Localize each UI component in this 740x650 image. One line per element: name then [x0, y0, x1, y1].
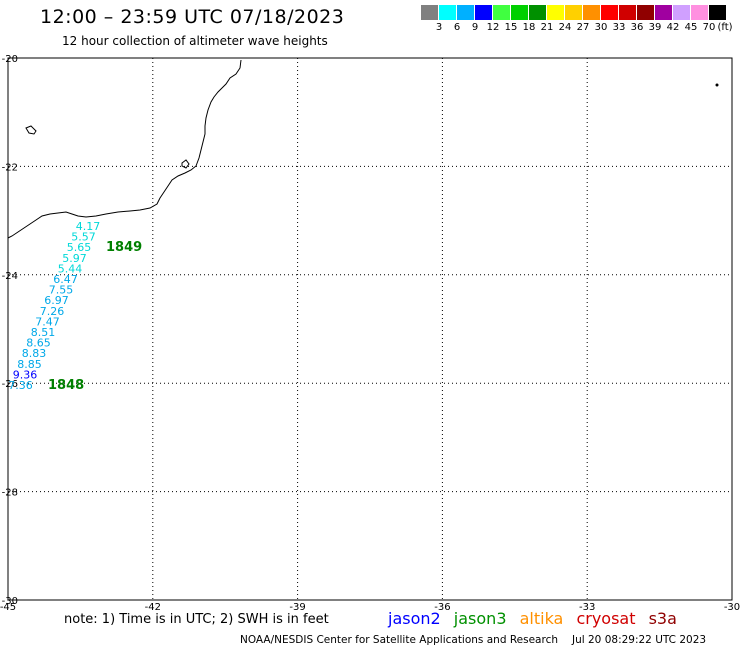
lon-tick-label: -42 [145, 602, 161, 613]
legend-swatch [655, 5, 672, 20]
pass-number-label: 1849 [106, 240, 142, 255]
legend-tick-label: 27 [576, 22, 590, 33]
swh-observation: 8.65 [26, 337, 51, 350]
satellite-cryosat: cryosat [576, 609, 636, 628]
legend-tick-label: 42 [666, 22, 680, 33]
legend-swatch [583, 5, 600, 20]
swh-observation: 5.44 [58, 262, 83, 275]
satellite-s3a: s3a [648, 609, 677, 628]
legend-swatch [709, 5, 726, 20]
island-dot [715, 83, 719, 87]
legend-tick-label: 3 [435, 22, 443, 33]
island-outline [181, 159, 190, 169]
satellite-list: jason2 jason3 altika cryosat s3a [388, 609, 685, 628]
swh-observation: 5.57 [71, 231, 96, 244]
legend-swatch [421, 5, 438, 20]
swh-observation: 7.36 [8, 379, 33, 392]
lon-tick-label: -33 [579, 602, 595, 613]
legend-swatch [493, 5, 510, 20]
map-title: 12:00 – 23:59 UTC 07/18/2023 [40, 6, 345, 28]
lat-tick-label: -30 [2, 596, 18, 607]
credit-text: NOAA/NESDIS Center for Satellite Applica… [240, 634, 558, 646]
legend-swatch [547, 5, 564, 20]
legend-tick-label: 18 [522, 22, 536, 33]
lon-tick-label: -36 [434, 602, 450, 613]
island-outline [25, 125, 37, 135]
swh-observation: 4.17 [76, 220, 101, 233]
legend-tick-label: 70 [702, 22, 716, 33]
pass-number-label: 1848 [48, 378, 84, 393]
swh-observation: 8.51 [31, 326, 56, 339]
legend-swatch [637, 5, 654, 20]
legend-tick-label: 36 [630, 22, 644, 33]
map-frame [7, 57, 733, 601]
coastline [7, 59, 242, 239]
swh-observation: 7.47 [35, 315, 60, 328]
legend-tick-label: 15 [504, 22, 518, 33]
legend-unit: (ft) [717, 22, 733, 33]
legend-swatch [529, 5, 546, 20]
lat-tick-label: -28 [2, 488, 18, 499]
legend-tick-label: 33 [612, 22, 626, 33]
swh-observation: 7.26 [40, 305, 65, 318]
legend-tick-label: 39 [648, 22, 662, 33]
legend-swatch [565, 5, 582, 20]
swh-observation: 6.47 [53, 273, 78, 286]
lat-tick-label: -26 [2, 379, 18, 390]
legend-swatch [475, 5, 492, 20]
color-scale-legend: 3 6 9 12 15 18 21 24 27 30 33 36 39 42 45 70 (ft) [421, 5, 733, 37]
swh-observation: 8.83 [22, 347, 47, 360]
lat-tick-label: -20 [2, 54, 18, 65]
swh-observation: 5.97 [62, 252, 87, 265]
legend-swatch [457, 5, 474, 20]
legend-swatch [439, 5, 456, 20]
legend-tick-label: 30 [594, 22, 608, 33]
legend-swatch [619, 5, 636, 20]
credit-line: NOAA/NESDIS Center for Satellite Applica… [240, 634, 706, 646]
satellite-jason3: jason3 [453, 609, 507, 628]
lon-tick-label: -30 [724, 602, 740, 613]
legend-tick-label: 21 [540, 22, 554, 33]
legend-swatch [673, 5, 690, 20]
lat-tick-label: -22 [2, 162, 18, 173]
legend-tick-label: 9 [471, 22, 479, 33]
legend-tick-label: 45 [684, 22, 698, 33]
legend-swatch [511, 5, 528, 20]
swh-observation: 6.97 [44, 294, 69, 307]
lat-tick-label: -24 [2, 271, 18, 282]
lon-tick-label: -45 [0, 602, 16, 613]
swh-observation: 9.36 [13, 368, 38, 381]
legend-swatch [691, 5, 708, 20]
map-subtitle: 12 hour collection of altimeter wave hei… [62, 34, 328, 48]
swh-observation: 7.55 [49, 284, 74, 297]
lon-tick-label: -39 [289, 602, 305, 613]
satellite-jason2: jason2 [388, 609, 441, 628]
legend-tick-label: 6 [453, 22, 461, 33]
legend-tick-label: 24 [558, 22, 572, 33]
satellite-altika: altika [519, 609, 564, 628]
swh-observation: 8.85 [17, 358, 42, 371]
footer-note: note: 1) Time is in UTC; 2) SWH is in fe… [64, 612, 329, 627]
legend-tick-label: 12 [486, 22, 500, 33]
generated-timestamp: Jul 20 08:29:22 UTC 2023 [572, 634, 707, 646]
legend-swatch [601, 5, 618, 20]
swh-observation: 5.65 [67, 241, 92, 254]
